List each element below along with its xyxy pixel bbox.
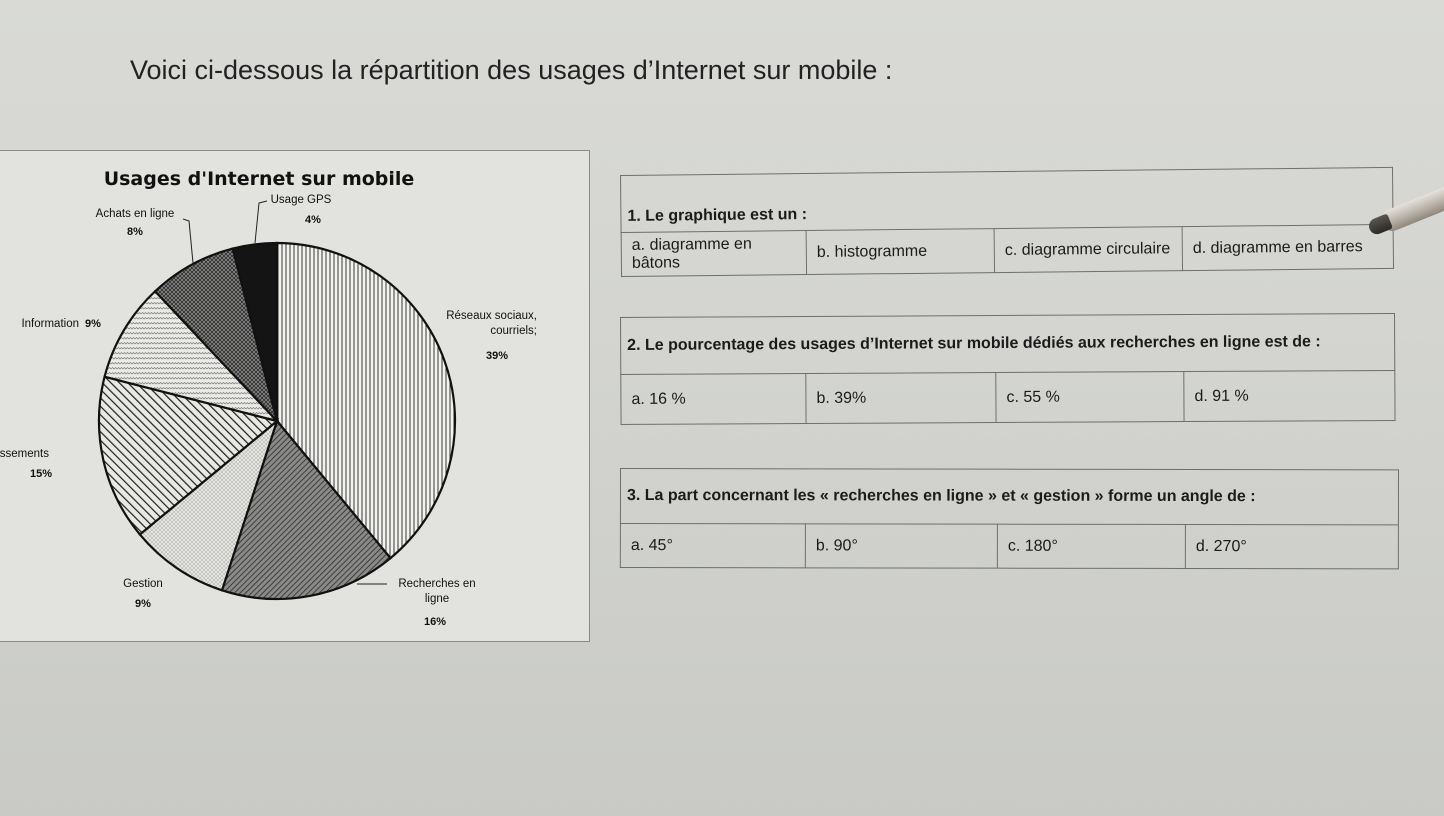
intro-sentence: Voici ci-dessous la répartition des usag…	[130, 55, 893, 85]
question-2-option-b[interactable]: b. 39%	[805, 372, 997, 424]
leader-line	[182, 218, 194, 264]
question-2-prompt: 2. Le pourcentage des usages d’Internet …	[620, 313, 1395, 375]
pie-slice	[220, 418, 393, 601]
leader-line	[254, 200, 268, 244]
question-1-number: 1.	[627, 207, 641, 225]
pie-slice	[103, 289, 281, 424]
question-1-text: Le graphique est un :	[645, 206, 808, 225]
question-3-text: La part concernant les « recherches en l…	[644, 487, 1256, 506]
pie-slice	[275, 241, 457, 560]
question-1-option-c[interactable]: c. diagramme circulaire	[994, 226, 1183, 273]
chart-title: Usages d'Internet sur mobile	[104, 168, 415, 190]
pie-chart-svg: Usages d'Internet sur mobile Réseaux soc…	[0, 168, 537, 628]
pie-slice	[153, 247, 279, 422]
question-2-number: 2.	[627, 336, 641, 354]
question-3-prompt: 3. La part concernant les « recherches e…	[620, 468, 1399, 525]
slice-label: Recherches en ligne	[398, 578, 475, 605]
question-1-option-d[interactable]: d. diagramme en barres	[1182, 224, 1394, 271]
slice-label: Information	[21, 318, 79, 330]
question-3-option-d[interactable]: d. 270°	[1185, 524, 1399, 569]
question-3-option-a[interactable]: a. 45°	[620, 523, 806, 568]
slice-label: Achats en ligne	[96, 208, 175, 220]
pie-chart-figure: Usages d'Internet sur mobile Réseaux soc…	[0, 150, 590, 642]
slice-percentage: 9%	[135, 598, 151, 610]
pie-slice	[97, 375, 280, 537]
question-2-table: 2. Le pourcentage des usages d’Internet …	[620, 313, 1396, 425]
question-3-table: 3. La part concernant les « recherches e…	[620, 468, 1399, 569]
question-3-option-b[interactable]: b. 90°	[805, 523, 998, 569]
slice-percentage: 4%	[305, 214, 321, 226]
question-1-prompt: 1. Le graphique est un :	[620, 167, 1394, 233]
slice-percentage: 8%	[127, 226, 143, 238]
question-3-option-c[interactable]: c. 180°	[997, 524, 1186, 569]
slice-percentage: 15%	[30, 468, 52, 480]
slice-label: Usage GPS	[271, 194, 332, 206]
slice-label: Réseaux sociaux, courriels;	[446, 310, 537, 337]
question-2-option-d[interactable]: d. 91 %	[1183, 370, 1396, 422]
slice-label: Divertissements	[0, 448, 49, 460]
slice-percentage: 9%	[85, 318, 101, 330]
slice-percentage: 39%	[486, 350, 508, 362]
question-3-number: 3.	[626, 487, 641, 505]
question-2-option-a[interactable]: a. 16 %	[620, 373, 807, 425]
slice-label: Gestion	[123, 578, 163, 590]
question-1-option-b[interactable]: b. histogramme	[806, 228, 995, 275]
slice-percentage: 16%	[424, 616, 446, 628]
pie-slices	[97, 241, 457, 601]
pie-labels: Réseaux sociaux, courriels; 39% Recherches …	[0, 194, 537, 628]
question-1-table: 1. Le graphique est un : a. diagramme en…	[620, 167, 1394, 277]
pie-slice	[138, 417, 280, 592]
pie-slice	[231, 241, 279, 422]
question-1-option-a[interactable]: a. diagramme en bâtons	[621, 230, 807, 277]
question-2-text: Le pourcentage des usages d’Internet sur…	[644, 333, 1321, 354]
question-2-option-c[interactable]: c. 55 %	[995, 371, 1185, 423]
